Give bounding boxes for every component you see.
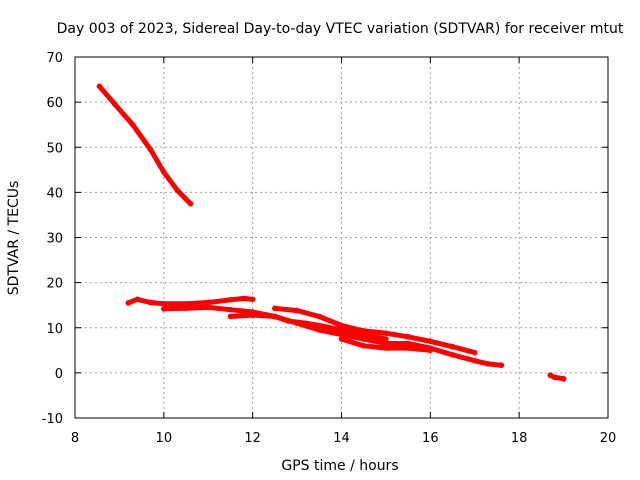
data-point: [249, 296, 256, 303]
data-point: [405, 340, 411, 347]
axis-ticks: 8 10 12 14 16 18 20 -10 0 10 20 30 40 50 60 70: [42, 51, 617, 446]
chart-title: Day 003 of 2023, Sidereal Day-to-day VTE…: [57, 21, 624, 37]
data-point: [187, 200, 194, 207]
data-point: [316, 313, 323, 320]
data-point: [174, 187, 180, 193]
data-point: [227, 296, 234, 303]
series-early-high-segment: [96, 83, 194, 207]
data-point: [183, 305, 189, 312]
x-axis-label: GPS time / hours: [281, 458, 398, 474]
x-tick-label: 18: [511, 431, 528, 446]
y-tick-label: -10: [42, 412, 63, 427]
y-tick-label: 50: [46, 141, 63, 156]
data-point: [96, 83, 103, 90]
data-point: [183, 301, 189, 307]
data-point: [547, 372, 554, 378]
data-point: [427, 347, 434, 354]
y-tick-label: 70: [46, 51, 63, 66]
y-tick-label: 10: [46, 322, 63, 337]
data-point: [294, 320, 300, 327]
data-point: [360, 343, 367, 349]
data-point: [383, 330, 389, 336]
x-tick-label: 10: [156, 431, 173, 446]
series-line: [228, 312, 504, 368]
data-point: [405, 333, 411, 340]
data-point: [485, 361, 491, 367]
series-bottom-band: [338, 336, 434, 354]
data-point: [125, 300, 132, 306]
data-point: [129, 121, 136, 128]
data-point: [227, 313, 234, 320]
data-point: [471, 357, 478, 364]
data-point: [498, 362, 505, 369]
data-point: [560, 375, 567, 382]
x-tick-label: 8: [71, 431, 79, 446]
data-point: [249, 312, 256, 318]
data-point: [383, 336, 389, 342]
series-line: [272, 305, 478, 356]
data-point: [161, 169, 167, 175]
x-tick-label: 20: [600, 431, 617, 446]
x-tick-label: 14: [333, 431, 350, 446]
data-point: [338, 336, 345, 342]
data-point: [360, 328, 367, 334]
series-late-segment: [547, 372, 567, 382]
data-point: [205, 304, 212, 311]
data-point: [383, 340, 389, 347]
data-point: [316, 322, 323, 329]
data-point: [240, 295, 247, 302]
data-point: [227, 306, 234, 313]
y-tick-label: 0: [55, 367, 63, 382]
data-point: [161, 305, 167, 312]
data-point: [427, 338, 434, 345]
data-point: [272, 305, 278, 312]
series-upper-band: [125, 295, 256, 307]
data-point: [272, 313, 278, 320]
data-point: [338, 322, 345, 329]
data-point: [551, 374, 558, 381]
x-tick-label: 12: [244, 431, 261, 446]
plot-area: [96, 83, 567, 382]
y-tick-label: 40: [46, 186, 63, 201]
data-point: [316, 327, 323, 333]
data-point: [449, 352, 456, 358]
y-tick-label: 20: [46, 277, 63, 292]
data-point: [338, 327, 345, 333]
series-upper-secondary-band: [272, 305, 478, 356]
data-point: [471, 349, 478, 356]
y-axis-label: SDTVAR / TECUs: [6, 181, 22, 296]
data-point: [294, 307, 300, 314]
data-point: [112, 101, 118, 108]
data-point: [134, 296, 140, 303]
y-tick-label: 30: [46, 232, 63, 247]
data-point: [383, 345, 389, 351]
data-point: [205, 299, 212, 306]
x-tick-label: 16: [422, 431, 439, 446]
data-point: [405, 345, 411, 351]
data-point: [147, 299, 154, 306]
data-point: [449, 343, 456, 350]
y-tick-label: 60: [46, 96, 63, 111]
data-point: [161, 301, 167, 307]
data-point: [360, 336, 367, 342]
data-point: [338, 331, 345, 338]
data-point: [147, 146, 154, 153]
